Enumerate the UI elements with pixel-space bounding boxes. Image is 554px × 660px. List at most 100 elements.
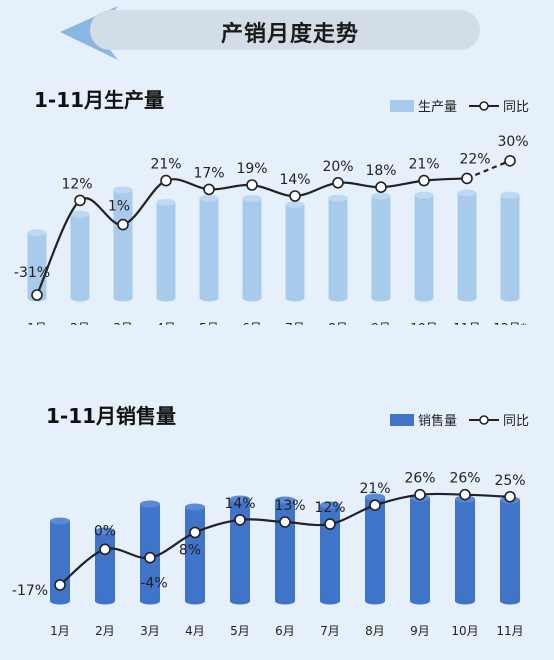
header-banner: 产销月度走势 — [0, 0, 554, 70]
production-legend: 生产量 同比 — [390, 96, 529, 115]
yoy-point — [189, 526, 201, 539]
yoy-data-label: 18% — [365, 163, 396, 179]
bar-2月 — [70, 210, 90, 302]
yoy-data-label: 17% — [193, 165, 224, 181]
yoy-data-label: 25% — [494, 473, 525, 489]
yoy-data-label: 8% — [179, 543, 201, 559]
x-tick-label: 10月 — [410, 321, 437, 325]
bar-6月 — [242, 194, 262, 302]
yoy-data-label: 14% — [224, 496, 255, 512]
yoy-data-label: 21% — [359, 481, 390, 497]
bar-7月 — [285, 201, 305, 302]
x-tick-label: 9月 — [371, 321, 391, 325]
sales-chart: 1月 2月 3月 4月 5月 6月 7月 8月 9月 10月 11月 -17% 0% -4% 8% 14% 13… — [12, 471, 526, 638]
x-tick-label: 8月 — [328, 321, 348, 325]
yoy-point — [54, 579, 66, 591]
production-chart-title: 1-11月生产量 — [34, 88, 165, 112]
x-tick-label: 5月 — [199, 321, 219, 325]
yoy-point — [289, 190, 301, 202]
yoy-data-label: 12% — [61, 176, 92, 192]
yoy-data-label: 21% — [408, 157, 439, 173]
yoy-point — [369, 499, 381, 512]
x-tick-label: 3月 — [113, 321, 133, 325]
bar-10月 — [455, 495, 475, 605]
yoy-point — [246, 179, 258, 191]
bar-4月 — [156, 198, 176, 302]
x-tick-label: 10月 — [451, 624, 478, 638]
yoy-data-label: 14% — [279, 172, 310, 188]
yoy-point — [160, 174, 172, 187]
bar-7月 — [320, 501, 340, 605]
bar-8月 — [365, 493, 385, 605]
yoy-point — [414, 488, 426, 501]
yoy-point — [504, 490, 516, 503]
sales-legend: 销售量 同比 — [390, 410, 529, 429]
yoy-data-label: 13% — [274, 498, 305, 514]
yoy-data-label: 26% — [404, 471, 435, 487]
x-tick-label: 3月 — [140, 624, 160, 638]
legend-line-swatch-production — [469, 100, 500, 111]
sales-chart-title: 1-11月销售量 — [46, 404, 177, 428]
x-tick-label: 4月 — [185, 624, 205, 638]
x-tick-label: 1月 — [27, 321, 47, 325]
x-tick-label: 12月* — [493, 321, 526, 325]
x-tick-label: 2月 — [95, 624, 115, 638]
bar-1月 — [50, 517, 70, 605]
yoy-point — [74, 194, 86, 207]
yoy-point — [117, 218, 129, 231]
header-pill — [90, 10, 480, 50]
yoy-data-label: -31% — [14, 265, 50, 281]
legend-bar-label-sales: 销售量 — [418, 414, 458, 429]
yoy-point — [461, 172, 473, 185]
bar-5月 — [199, 194, 219, 302]
x-tick-label: 8月 — [365, 624, 385, 638]
bar-3月 — [113, 186, 133, 302]
x-tick-label: 6月 — [242, 321, 262, 325]
yoy-point — [234, 514, 246, 526]
yoy-data-label: 12% — [314, 500, 345, 516]
x-tick-label: 1月 — [50, 624, 70, 638]
x-tick-label: 2月 — [70, 321, 90, 325]
yoy-point — [459, 488, 471, 501]
bar-12月* — [500, 191, 520, 302]
bar-11月 — [500, 496, 520, 605]
bar-6月 — [275, 496, 295, 605]
legend-line-swatch-sales — [469, 414, 500, 425]
bar-11月 — [457, 189, 477, 302]
yoy-point — [144, 551, 156, 564]
yoy-data-label: -17% — [12, 583, 48, 599]
legend-line-label-production: 同比 — [503, 100, 530, 115]
bar-8月 — [328, 194, 348, 302]
yoy-point — [324, 518, 336, 530]
yoy-data-label: 19% — [236, 161, 267, 177]
yoy-point — [418, 174, 430, 187]
bar-9月 — [410, 494, 430, 605]
yoy-data-label: 21% — [150, 157, 181, 173]
yoy-point — [504, 154, 516, 167]
yoy-point — [279, 516, 291, 528]
x-tick-label: 5月 — [230, 624, 250, 638]
yoy-data-label: 30% — [497, 134, 528, 150]
x-tick-label: 11月 — [496, 624, 523, 638]
x-tick-label: 7月 — [285, 321, 305, 325]
yoy-point — [31, 289, 43, 301]
x-tick-label: 11月 — [453, 321, 480, 325]
production-chart: 1月 2月 3月 4月 5月 6月 7月 8月 9月 10月 11月 12月* -31% 12% 1% 21%… — [14, 134, 529, 325]
yoy-data-label: 22% — [459, 151, 490, 167]
yoy-point — [375, 181, 387, 194]
yoy-point — [332, 176, 344, 189]
yoy-data-label: -4% — [140, 576, 167, 592]
bar-9月 — [371, 192, 391, 302]
x-tick-label: 4月 — [156, 321, 176, 325]
legend-bar-label-production: 生产量 — [418, 100, 458, 115]
yoy-data-label: 1% — [108, 199, 130, 215]
yoy-data-label: 26% — [449, 471, 480, 487]
page-title: 产销月度走势 — [220, 22, 359, 47]
legend-bar-swatch-production — [390, 99, 414, 112]
yoy-line — [35, 177, 468, 296]
x-tick-label: 9月 — [410, 624, 430, 638]
yoy-point — [99, 543, 111, 556]
x-tick-label: 6月 — [275, 624, 295, 638]
bar-10月 — [414, 191, 434, 302]
